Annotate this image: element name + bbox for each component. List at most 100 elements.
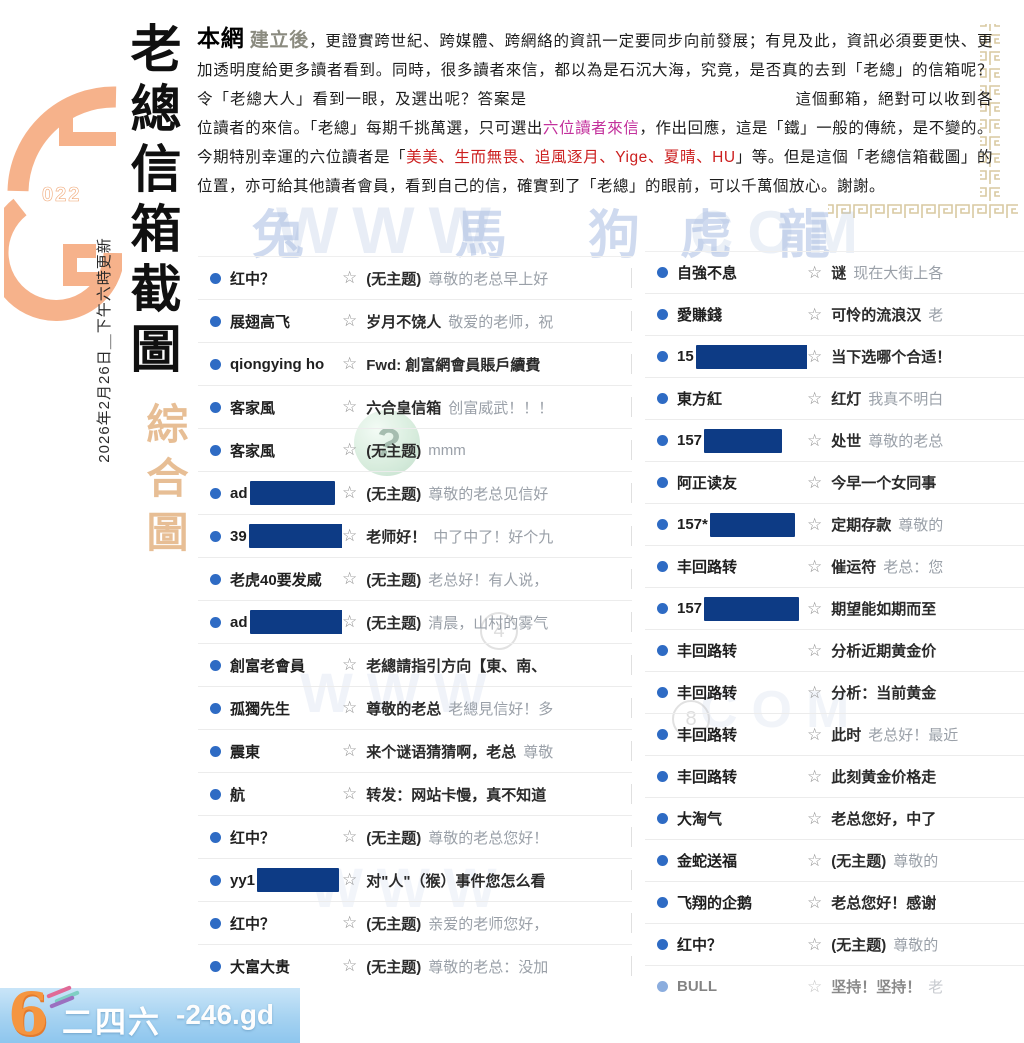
star-icon[interactable]: ☆	[807, 766, 823, 786]
star-icon[interactable]: ☆	[807, 598, 823, 618]
unread-dot-icon	[657, 603, 668, 614]
mail-row[interactable]: 丰回路转 ☆ 催运符 老总：您	[645, 546, 1024, 588]
mail-subject: 可怜的流浪汉	[831, 307, 922, 324]
star-icon[interactable]: ☆	[342, 483, 358, 502]
star-icon[interactable]: ☆	[807, 388, 823, 408]
mail-sender: BULL	[677, 978, 717, 995]
unread-dot-icon	[210, 573, 221, 585]
mail-preview: 尊敬的老总见信好	[428, 485, 549, 503]
mail-row[interactable]: 金蛇送福 ☆ (无主题) 尊敬的	[645, 840, 1024, 882]
star-icon[interactable]: ☆	[807, 640, 823, 660]
star-icon[interactable]: ☆	[342, 913, 358, 932]
star-icon[interactable]: ☆	[807, 682, 823, 702]
mail-row[interactable]: 15 ☆ 当下选哪个合适！	[645, 336, 1024, 378]
star-icon[interactable]: ☆	[807, 892, 823, 912]
mail-subject: 对"人"（猴）事件您怎么看	[366, 872, 546, 890]
mail-row[interactable]: qiongying ho ☆ Fwd: 創富網會員賬戶續費	[198, 343, 632, 386]
star-icon[interactable]: ☆	[807, 514, 823, 534]
unread-dot-icon	[210, 358, 221, 370]
mail-subject: (无主题)	[831, 937, 887, 954]
mail-row[interactable]: 157 ☆ 期望能如期而至	[645, 588, 1024, 630]
mail-preview: 中了中了！好个九	[433, 528, 554, 546]
mail-row[interactable]: 红中？ ☆ (无主题) 尊敬的老总早上好	[198, 257, 632, 300]
mail-row[interactable]: 孤獨先生 ☆ 尊敬的老总 老總見信好！多	[198, 687, 632, 730]
mail-row[interactable]: 飞翔的企鹅 ☆ 老总您好！感谢	[645, 882, 1024, 924]
star-icon[interactable]: ☆	[807, 556, 823, 576]
star-icon[interactable]: ☆	[342, 268, 358, 287]
mail-row[interactable]: ad ☆ (无主题) 尊敬的老总见信好	[198, 472, 632, 515]
star-icon[interactable]: ☆	[807, 934, 823, 954]
mail-row[interactable]: 157* ☆ 定期存款 尊敬的	[645, 504, 1024, 546]
star-icon[interactable]: ☆	[807, 346, 823, 366]
mail-sender: 丰回路转	[677, 685, 738, 702]
mail-row[interactable]: 展翅高飞 ☆ 岁月不饶人 敬爱的老师，祝	[198, 300, 632, 343]
mail-row[interactable]: 震東 ☆ 来个谜语猜猜啊，老总 尊敬	[198, 730, 632, 773]
mail-row[interactable]: 大淘气 ☆ 老总您好，中了	[645, 798, 1024, 840]
star-icon[interactable]: ☆	[342, 827, 358, 846]
mail-row[interactable]: 東方紅 ☆ 红灯 我真不明白	[645, 378, 1024, 420]
mail-preview: 老	[928, 979, 944, 996]
star-icon[interactable]: ☆	[342, 440, 358, 459]
unread-dot-icon	[657, 393, 668, 404]
star-icon[interactable]: ☆	[807, 724, 823, 744]
star-icon[interactable]: ☆	[342, 741, 358, 760]
intro-text-1: ，更證實跨世紀、跨媒體、跨網絡的資訊一定要同步向前發展；有見及此，資訊必須要更快…	[197, 33, 993, 108]
mail-row[interactable]: BULL ☆ 坚持！坚持！ 老	[645, 966, 1024, 1004]
mail-row[interactable]: 红中？ ☆ (无主题) 亲爱的老师您好，	[198, 902, 632, 945]
mail-sender: 展翅高飞	[230, 313, 291, 331]
mail-row[interactable]: 丰回路转 ☆ 分析近期黄金价	[645, 630, 1024, 672]
mail-sender: 自強不息	[677, 265, 738, 282]
star-icon[interactable]: ☆	[342, 956, 358, 975]
mail-row[interactable]: 红中？ ☆ (无主题) 尊敬的老总您好！	[198, 816, 632, 859]
star-icon[interactable]: ☆	[807, 808, 823, 828]
redaction-box	[248, 524, 342, 548]
star-icon[interactable]: ☆	[807, 262, 823, 282]
mail-row[interactable]: 創富老會員 ☆ 老總請指引方向【東、南、	[198, 644, 632, 687]
star-icon[interactable]: ☆	[342, 354, 358, 373]
mail-row[interactable]: 航 ☆ 转发：网站卡慢，真不知道	[198, 773, 632, 816]
banner-domain: -246.gd	[176, 999, 275, 1030]
star-icon[interactable]: ☆	[807, 430, 823, 450]
unread-dot-icon	[657, 771, 668, 782]
mail-sender: 丰回路转	[677, 769, 738, 786]
mail-subject: (无主题)	[366, 958, 422, 976]
star-icon[interactable]: ☆	[807, 850, 823, 870]
star-icon[interactable]: ☆	[342, 311, 358, 330]
mail-row[interactable]: 客家風 ☆ 六合皇信箱 创富威武！！！	[198, 386, 632, 429]
mail-subject: 今早一个女同事	[831, 475, 937, 492]
redaction-box	[704, 596, 800, 621]
mail-row[interactable]: 阿正读友 ☆ 今早一个女同事	[645, 462, 1024, 504]
star-icon[interactable]: ☆	[342, 870, 358, 889]
star-icon[interactable]: ☆	[342, 612, 358, 631]
mail-row[interactable]: 大富大贵 ☆ (无主题) 尊敬的老总：没加	[198, 945, 632, 985]
mail-preview: 尊敬的老总您好！	[428, 829, 549, 847]
mail-row[interactable]: ad ☆ (无主题) 清晨，山村的雾气	[198, 601, 632, 644]
star-icon[interactable]: ☆	[807, 976, 823, 996]
mail-row[interactable]: 客家風 ☆ (无主题) mmm	[198, 429, 632, 472]
mail-row[interactable]: 自強不息 ☆ 谜现在大街上各	[645, 252, 1024, 294]
mail-row[interactable]: 39 ☆ 老师好！ 中了中了！好个九	[198, 515, 632, 558]
mail-subject: (无主题)	[366, 270, 422, 288]
star-icon[interactable]: ☆	[807, 304, 823, 324]
mail-row[interactable]: 丰回路转 ☆ 此刻黄金价格走	[645, 756, 1024, 798]
mail-row[interactable]: yy1 ☆ 对"人"（猴）事件您怎么看	[198, 859, 632, 902]
mail-row[interactable]: 157 ☆ 处世 尊敬的老总	[645, 420, 1024, 462]
update-date: 2026年2月26日＿下午六時更新	[96, 237, 113, 463]
mail-row[interactable]: 愛賺錢 ☆ 可怜的流浪汉老	[645, 294, 1024, 336]
mail-row[interactable]: 丰回路转 ☆ 分析：当前黄金	[645, 672, 1024, 714]
star-icon[interactable]: ☆	[342, 698, 358, 717]
mail-preview: 尊敬	[523, 743, 554, 761]
star-icon[interactable]: ☆	[342, 784, 358, 803]
mail-sender: 157	[677, 596, 807, 621]
lucky-readers-names: 美美、生而無畏、追風逐月、Yige、夏晴、HU	[406, 149, 736, 166]
mail-row[interactable]: 丰回路转 ☆ 此时 老总好！最近	[645, 714, 1024, 756]
star-icon[interactable]: ☆	[342, 526, 358, 545]
star-icon[interactable]: ☆	[342, 569, 358, 588]
star-icon[interactable]: ☆	[342, 397, 358, 416]
star-icon[interactable]: ☆	[807, 472, 823, 492]
mail-row[interactable]: 老虎40要发威 ☆ (无主题) 老总好！有人说，	[198, 558, 632, 601]
mail-row[interactable]: 红中？ ☆ (无主题) 尊敬的	[645, 924, 1024, 966]
site-banner[interactable]: 6 二四六 -246.gd	[0, 980, 300, 1043]
unread-dot-icon	[657, 645, 668, 656]
star-icon[interactable]: ☆	[342, 655, 358, 674]
